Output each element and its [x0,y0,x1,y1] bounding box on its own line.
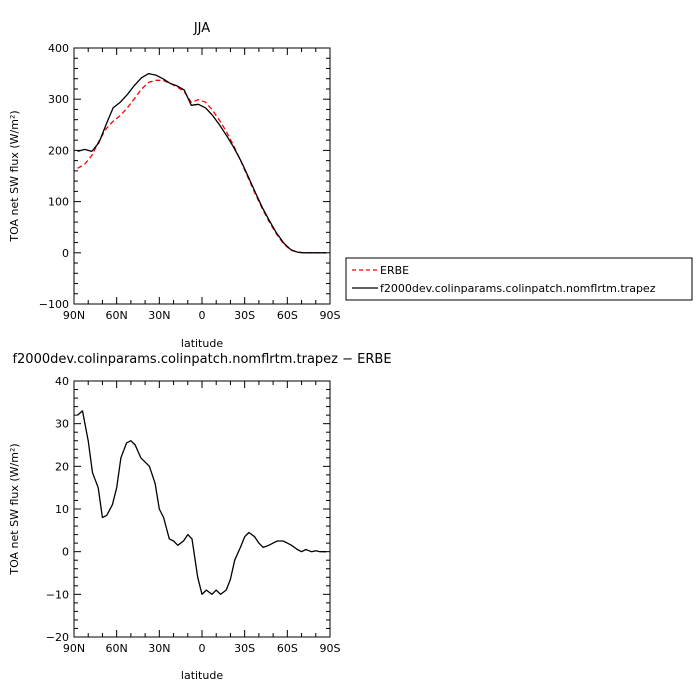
series-lines [77,72,327,254]
x-axis-label: latitude [181,669,223,682]
y-tick-label: 400 [48,42,69,55]
tick-marks [73,380,331,638]
flux-panel: JJA 90N 60N 30N 0 30S 60S 90S −100 0 100 200 300 40… [8,21,341,350]
x-tick-label: 90N [63,309,85,322]
y-tick-label: 40 [55,375,69,388]
x-tick-label: 90S [320,309,341,322]
y-tick-label: −20 [46,631,69,644]
x-tick-label: 30S [234,642,255,655]
x-tick-label: 60N [106,642,128,655]
y-tick-label: 0 [62,247,69,260]
y-axis-label: TOA net SW flux (W/m²) [8,443,21,575]
x-tick-label: 0 [199,309,206,322]
series-lines [77,410,327,595]
x-tick-label: 30N [148,642,170,655]
difference-panel: f2000dev.colinparams.colinpatch.nomflrtm… [8,352,392,682]
x-tick-label: 90N [63,642,85,655]
chart-title: f2000dev.colinparams.colinpatch.nomflrtm… [12,352,391,367]
x-tick-label: 90S [320,642,341,655]
plot-frame [73,47,331,305]
y-tick-labels: −100 0 100 200 300 400 [39,42,69,311]
tick-marks [73,47,331,305]
x-tick-label: 0 [199,642,206,655]
y-tick-label: −100 [39,298,69,311]
x-tick-label: 30S [234,309,255,322]
y-tick-label: −10 [46,588,69,601]
y-tick-label: 30 [55,418,69,431]
y-axis-label: TOA net SW flux (W/m²) [8,110,21,242]
y-tick-label: 20 [55,460,69,473]
y-tick-labels: −20 −10 0 10 20 30 40 [46,375,69,644]
x-tick-labels: 90N 60N 30N 0 30S 60S 90S [63,642,341,655]
series-line-0 [77,79,327,254]
x-tick-label: 60S [277,309,298,322]
legend-label-model: f2000dev.colinparams.colinpatch.nomflrtm… [380,282,656,295]
legend-box [345,257,693,301]
chart-title: JJA [193,21,210,36]
x-tick-labels: 90N 60N 30N 0 30S 60S 90S [63,309,341,322]
x-tick-label: 30N [148,309,170,322]
y-tick-label: 200 [48,144,69,157]
series-line-0 [77,410,327,595]
legend: ERBE f2000dev.colinparams.colinpatch.nom… [345,257,693,301]
series-line-1 [77,72,327,254]
y-tick-label: 0 [62,546,69,559]
x-axis-label: latitude [181,337,223,350]
plot-frame [73,380,331,638]
y-tick-label: 100 [48,196,69,209]
legend-label-erbe: ERBE [380,264,409,277]
y-tick-label: 300 [48,93,69,106]
x-tick-label: 60S [277,642,298,655]
x-tick-label: 60N [106,309,128,322]
y-tick-label: 10 [55,503,69,516]
